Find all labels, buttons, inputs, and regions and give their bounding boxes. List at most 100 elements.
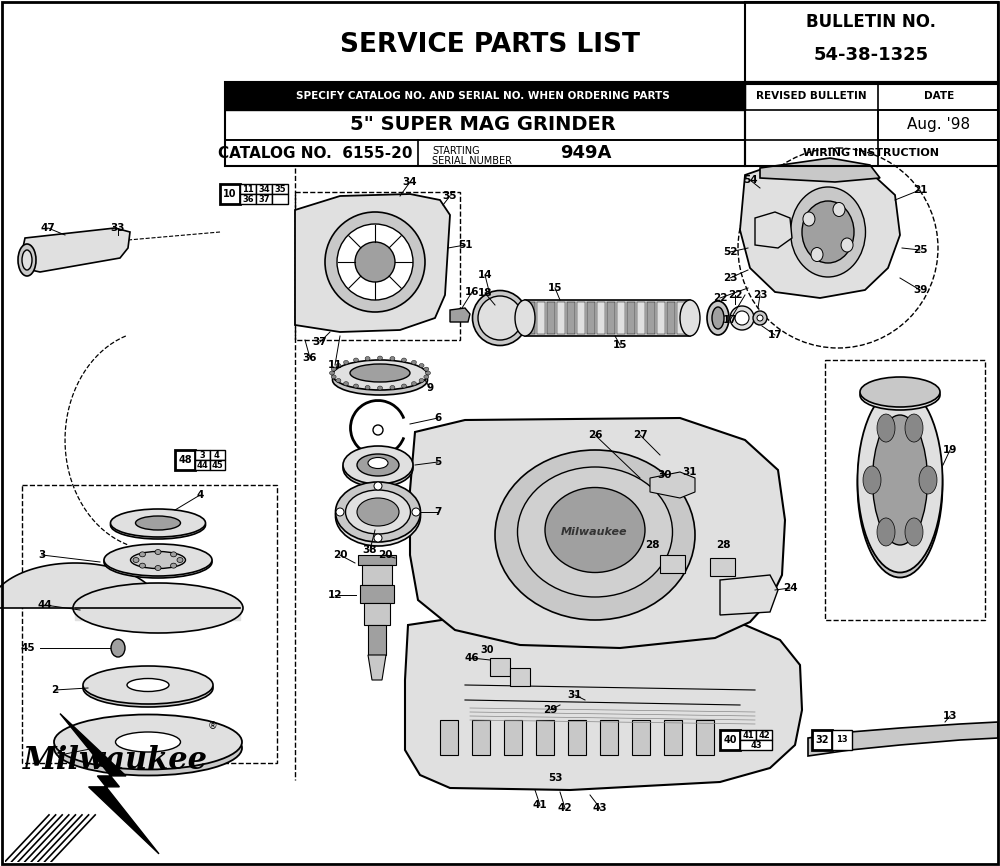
Text: 37: 37: [313, 337, 327, 347]
Bar: [537, 302, 545, 334]
Ellipse shape: [350, 364, 410, 382]
Text: SERIAL NUMBER: SERIAL NUMBER: [432, 156, 512, 166]
Ellipse shape: [133, 558, 139, 563]
Ellipse shape: [402, 384, 406, 388]
Text: 42: 42: [758, 731, 770, 740]
Ellipse shape: [354, 358, 358, 362]
Ellipse shape: [707, 301, 729, 335]
Ellipse shape: [354, 384, 358, 388]
Text: 17: 17: [723, 315, 737, 325]
Text: Aug. '98: Aug. '98: [907, 118, 971, 132]
Bar: [832, 730, 852, 750]
Bar: [360, 585, 394, 603]
Bar: [745, 82, 998, 166]
Ellipse shape: [171, 552, 177, 557]
Ellipse shape: [877, 414, 895, 442]
Text: 41: 41: [742, 731, 754, 740]
Ellipse shape: [426, 371, 430, 375]
Ellipse shape: [357, 454, 399, 476]
Ellipse shape: [365, 385, 370, 390]
Polygon shape: [368, 655, 386, 680]
Text: 47: 47: [41, 223, 55, 233]
Bar: [272, 194, 288, 204]
Text: 17: 17: [768, 330, 782, 340]
Text: 28: 28: [645, 540, 659, 550]
Bar: [637, 302, 645, 334]
Ellipse shape: [171, 563, 177, 568]
Ellipse shape: [344, 360, 349, 365]
Bar: [567, 302, 575, 334]
Text: 31: 31: [568, 690, 582, 700]
Text: 15: 15: [613, 340, 627, 350]
Ellipse shape: [155, 550, 161, 554]
Text: 39: 39: [913, 285, 927, 295]
Ellipse shape: [424, 375, 429, 379]
Text: 6: 6: [434, 413, 442, 423]
Bar: [597, 302, 605, 334]
Text: 7: 7: [434, 507, 442, 517]
Text: DATE: DATE: [924, 91, 954, 101]
Ellipse shape: [139, 563, 145, 568]
Text: 48: 48: [178, 455, 192, 465]
Text: 43: 43: [593, 803, 607, 813]
Ellipse shape: [757, 315, 763, 321]
Polygon shape: [755, 212, 792, 248]
Ellipse shape: [424, 367, 429, 372]
Ellipse shape: [518, 467, 672, 597]
Text: 36: 36: [303, 353, 317, 363]
Bar: [358, 555, 396, 565]
Bar: [617, 302, 625, 334]
Bar: [710, 558, 735, 576]
Ellipse shape: [357, 498, 399, 526]
Ellipse shape: [877, 518, 895, 546]
Ellipse shape: [104, 546, 212, 578]
Ellipse shape: [22, 250, 32, 270]
Text: 36: 36: [242, 195, 254, 204]
Text: 21: 21: [913, 185, 927, 195]
Bar: [195, 460, 210, 470]
Ellipse shape: [139, 552, 145, 557]
Text: 11: 11: [328, 360, 342, 370]
Text: 22: 22: [728, 290, 742, 300]
Ellipse shape: [343, 446, 413, 484]
Text: 52: 52: [723, 247, 737, 257]
Ellipse shape: [332, 365, 428, 395]
Ellipse shape: [478, 296, 522, 340]
Bar: [745, 140, 998, 166]
Ellipse shape: [872, 415, 928, 545]
Circle shape: [412, 508, 420, 516]
Bar: [577, 302, 585, 334]
Ellipse shape: [177, 558, 183, 563]
Ellipse shape: [136, 516, 180, 530]
Ellipse shape: [336, 486, 420, 546]
Ellipse shape: [919, 466, 937, 494]
Ellipse shape: [905, 414, 923, 442]
Text: 38: 38: [363, 545, 377, 555]
Text: SERVICE PARTS LIST: SERVICE PARTS LIST: [340, 32, 640, 58]
Text: 18: 18: [478, 288, 492, 298]
Text: 41: 41: [533, 800, 547, 810]
Text: 33: 33: [111, 223, 125, 233]
Bar: [740, 740, 772, 750]
Text: 46: 46: [465, 653, 479, 663]
Text: 11: 11: [242, 184, 254, 193]
Ellipse shape: [378, 356, 382, 360]
Ellipse shape: [858, 392, 942, 578]
Bar: [607, 302, 615, 334]
Text: 51: 51: [458, 240, 472, 250]
Ellipse shape: [331, 375, 336, 379]
Text: 22: 22: [713, 293, 727, 303]
Ellipse shape: [730, 306, 754, 330]
Text: 37: 37: [258, 195, 270, 204]
Bar: [527, 302, 535, 334]
Text: 24: 24: [783, 583, 797, 593]
Ellipse shape: [130, 552, 186, 568]
Bar: [720, 730, 740, 750]
Bar: [525, 300, 690, 336]
Text: 4: 4: [214, 450, 220, 460]
Ellipse shape: [860, 377, 940, 407]
Bar: [756, 730, 772, 740]
Bar: [632, 720, 650, 755]
Text: 34: 34: [403, 177, 417, 187]
Bar: [740, 730, 756, 740]
